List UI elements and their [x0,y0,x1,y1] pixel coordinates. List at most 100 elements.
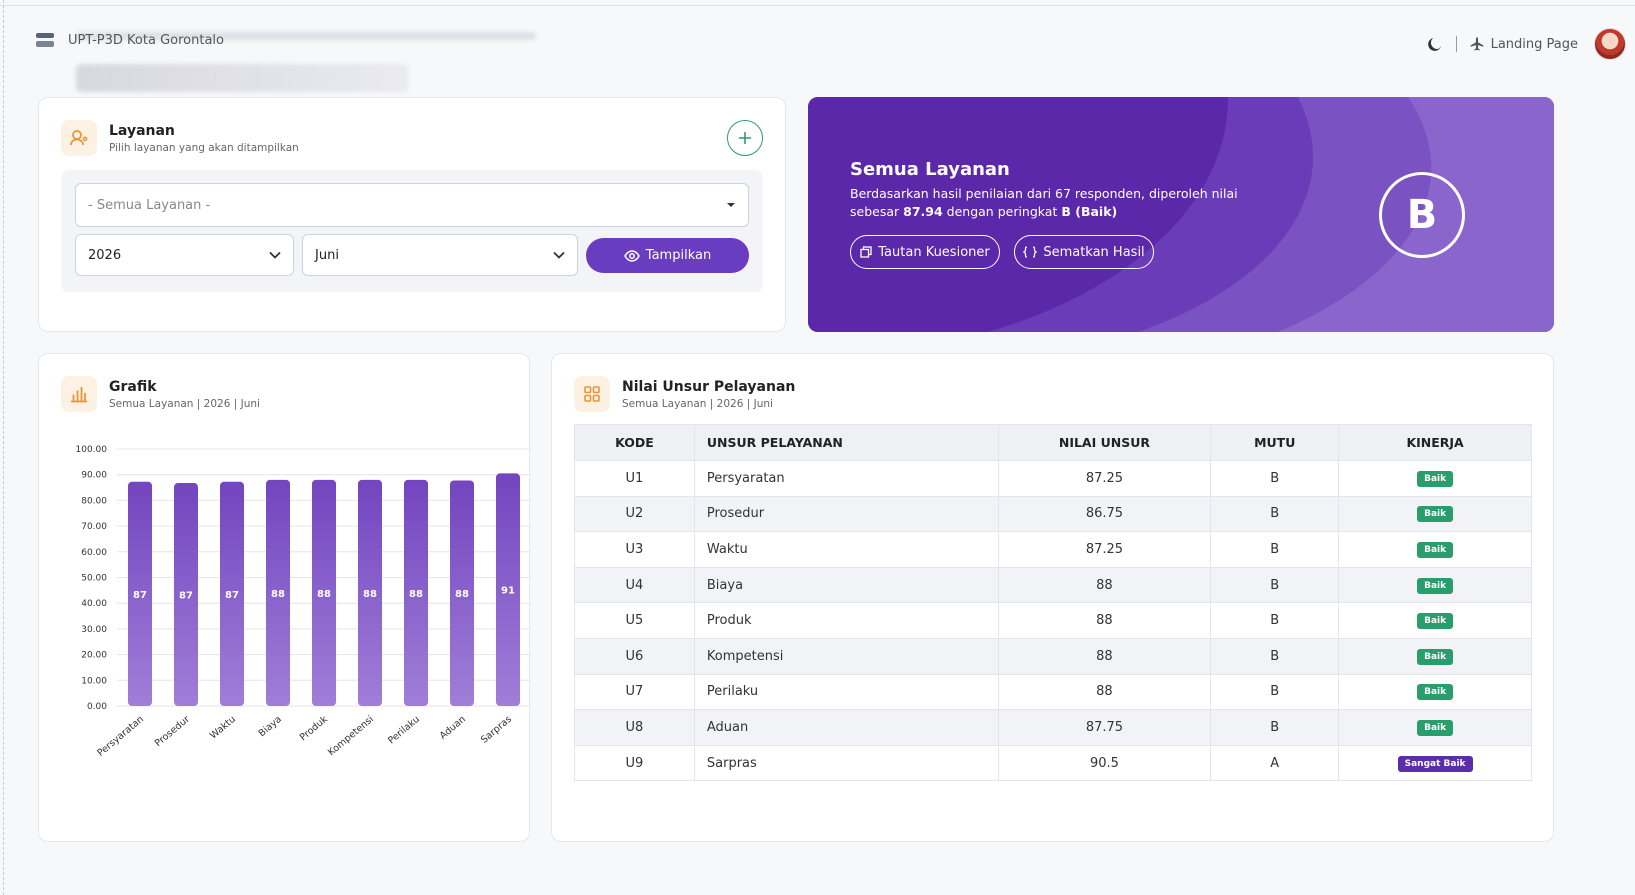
x-tick-label: Aduan [438,714,468,742]
bar [450,480,474,706]
cell-unsur: Perilaku [693,673,999,711]
table-header-row: KODE UNSUR PELAYANAN NILAI UNSUR MUTU KI… [574,424,1532,461]
y-tick-label: 100.00 [76,445,108,455]
cell-kinerja: Baik [1338,531,1532,568]
x-tick-label: Perilaku [386,714,422,747]
cell-mutu: B [1210,566,1340,604]
y-tick-label: 90.00 [81,471,107,481]
chevron-down-icon [553,251,565,259]
chevron-down-icon [269,251,281,259]
bar-data-label: 87 [179,591,193,602]
nilai-header: Nilai Unsur Pelayanan Semua Layanan | 20… [574,376,795,412]
col-kode: KODE [574,424,695,461]
bar-data-label: 88 [363,589,377,600]
moon-icon[interactable] [1426,35,1444,53]
cell-nilai: 88 [997,602,1212,639]
cell-unsur: Kompetensi [693,637,999,675]
cell-mutu: B [1210,495,1340,533]
cell-kode: U2 [574,495,695,533]
grafik-card: Grafik Semua Layanan | 2026 | Juni 100.0… [38,353,531,842]
y-tick-label: 70.00 [81,522,107,532]
cell-nilai: 90.5 [997,744,1212,782]
year-select[interactable]: 2026 [75,234,294,276]
caret-down-icon [727,203,735,207]
blurred-page-title [76,64,408,92]
cell-kode: U8 [574,709,695,746]
avatar[interactable] [1594,28,1626,60]
cell-nilai: 86.75 [997,495,1212,533]
grid-icon [574,376,610,412]
banner-desc-mid: dengan peringkat [946,204,1058,219]
add-button[interactable] [727,120,763,156]
cell-kinerja: Baik [1338,709,1532,746]
code-icon [1023,246,1038,258]
y-tick-label: 0.00 [87,702,107,712]
y-tick-label: 10.00 [81,676,107,686]
cell-unsur: Produk [693,602,999,639]
table-row: U6 Kompetensi 88 B Baik [574,637,1532,675]
month-select-value: Juni [315,247,339,263]
landing-page-link[interactable]: Landing Page [1469,36,1578,52]
cell-kinerja: Baik [1338,673,1532,711]
cell-unsur: Sarpras [693,744,999,782]
cell-unsur: Prosedur [693,495,999,533]
layanan-title: Layanan [109,122,175,139]
bar [496,473,520,706]
filter-panel: - Semua Layanan - 2026 Juni Tampilkan [61,170,763,292]
user-icon [61,120,97,156]
layanan-header: Layanan Pilih layanan yang akan ditampil… [61,120,299,156]
grafik-header: Grafik Semua Layanan | 2026 | Juni [61,376,260,412]
y-tick-label: 80.00 [81,496,107,506]
cell-kode: U9 [574,744,695,782]
tautan-kuesioner-button[interactable]: Tautan Kuesioner [850,235,1000,269]
cell-mutu: B [1210,602,1340,639]
kinerja-badge: Baik [1417,684,1454,701]
cell-kode: U1 [574,460,695,497]
cell-nilai: 88 [997,566,1212,604]
month-select[interactable]: Juni [302,234,578,276]
cell-unsur: Waktu [693,531,999,568]
service-select-value: - Semua Layanan - [88,197,211,213]
x-tick-label: Waktu [208,714,238,742]
nilai-table: KODE UNSUR PELAYANAN NILAI UNSUR MUTU KI… [574,424,1532,782]
plus-icon [739,132,751,144]
cell-mutu: B [1210,709,1340,746]
cell-kode: U5 [574,602,695,639]
bar [266,479,290,706]
layanan-card: Layanan Pilih layanan yang akan ditampil… [38,97,786,332]
service-select[interactable]: - Semua Layanan - [75,183,749,227]
menu-icon[interactable] [36,32,54,48]
cell-kinerja: Baik [1338,602,1532,639]
grafik-subtitle: Semua Layanan | 2026 | Juni [109,397,260,410]
banner-score: 87.94 [903,204,943,219]
cell-mutu: B [1210,637,1340,675]
bar-data-label: 88 [271,589,285,600]
bar-data-label: 91 [501,586,515,597]
cell-kode: U4 [574,566,695,604]
cell-kode: U3 [574,531,695,568]
cell-kinerja: Baik [1338,460,1532,497]
cell-kinerja: Sangat Baik [1338,744,1532,782]
bar-chart: 100.00 90.00 80.00 70.00 60.00 50.00 40.00 30.0… [76,445,531,759]
bar [174,483,198,706]
sematkan-hasil-label: Sematkan Hasil [1043,244,1145,260]
cell-nilai: 88 [997,637,1212,675]
kinerja-badge: Baik [1417,719,1454,736]
x-tick-label: Biaya [257,714,284,739]
year-select-value: 2026 [88,247,122,263]
table-row: U3 Waktu 87.25 B Baik [574,531,1532,568]
tampilkan-button[interactable]: Tampilkan [586,238,749,273]
kinerja-badge: Baik [1417,506,1454,523]
nilai-subtitle: Semua Layanan | 2026 | Juni [622,397,773,410]
divider [1455,36,1457,52]
sematkan-hasil-button[interactable]: Sematkan Hasil [1014,235,1154,269]
x-tick-label: Prosedur [153,714,192,749]
bar [128,481,152,706]
cell-kode: U6 [574,637,695,675]
cell-kinerja: Baik [1338,566,1532,604]
kinerja-badge: Baik [1417,613,1454,630]
y-tick-label: 30.00 [81,625,107,635]
bar [358,479,382,706]
brand: UPT-P3D Kota Gorontalo [36,32,224,48]
table-row: U2 Prosedur 86.75 B Baik [574,495,1532,533]
